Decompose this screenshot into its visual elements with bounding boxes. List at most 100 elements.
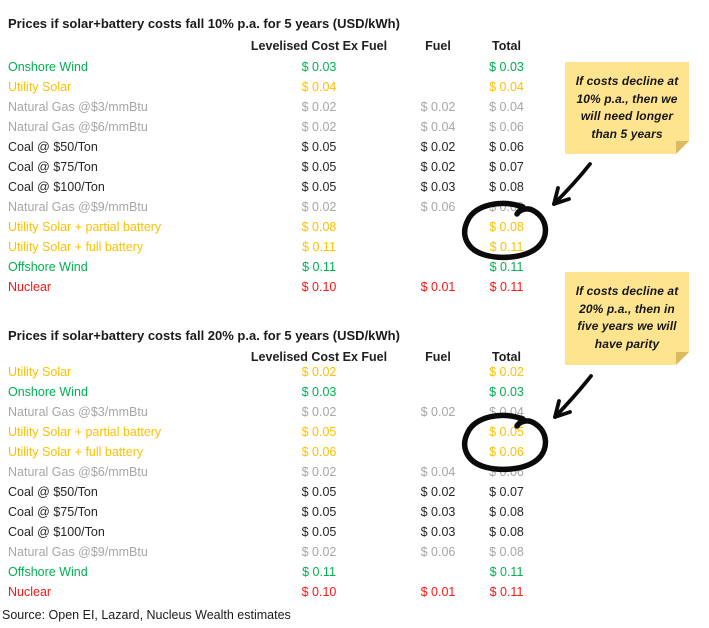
row-label: Nuclear [8, 585, 52, 599]
lcoe-value: $ 0.11 [302, 260, 336, 274]
table-row: Natural Gas @$6/mmBtu $ 0.02 $ 0.04 $ 0.06 [0, 117, 560, 137]
table-row: Coal @ $50/Ton $ 0.05 $ 0.02 $ 0.07 [0, 482, 560, 502]
header-fuel: Fuel [425, 350, 451, 364]
fuel-value: $ 0.03 [420, 180, 456, 194]
table-row: Utility Solar + partial battery $ 0.05 $ 0… [0, 422, 560, 442]
table-row: Coal @ $75/Ton $ 0.05 $ 0.03 $ 0.08 [0, 502, 560, 522]
total-value: $ 0.11 [489, 280, 524, 294]
lcoe-value: $ 0.02 [301, 120, 337, 134]
row-label: Coal @ $75/Ton [8, 160, 98, 174]
total-value: $ 0.08 [489, 200, 524, 214]
row-label: Nuclear [8, 280, 52, 294]
table-title: Prices if solar+battery costs fall 20% p… [8, 328, 400, 343]
lcoe-value: $ 0.11 [302, 240, 336, 254]
total-value: $ 0.06 [489, 140, 524, 154]
row-label: Utility Solar + full battery [8, 445, 144, 459]
table-row: Offshore Wind $ 0.11 $ 0.11 [0, 562, 560, 582]
row-label: Utility Solar + partial battery [8, 425, 162, 439]
total-value: $ 0.05 [489, 425, 524, 439]
lcoe-value: $ 0.05 [301, 505, 337, 519]
total-value: $ 0.06 [489, 120, 524, 134]
table-header: Levelised Cost Ex Fuel Fuel Total [0, 347, 560, 367]
header-fuel: Fuel [425, 39, 451, 53]
row-label: Onshore Wind [8, 385, 88, 399]
lcoe-value: $ 0.05 [301, 485, 337, 499]
fuel-value: $ 0.04 [420, 465, 456, 479]
lcoe-value: $ 0.02 [301, 465, 337, 479]
total-value: $ 0.06 [489, 445, 524, 459]
lcoe-value: $ 0.02 [301, 545, 337, 559]
total-value: $ 0.11 [489, 260, 524, 274]
table-row: Utility Solar + full battery $ 0.11 $ 0.11 [0, 237, 560, 257]
fuel-value: $ 0.06 [420, 545, 456, 559]
row-label: Utility Solar [8, 80, 72, 94]
table-body: Utility Solar $ 0.02 $ 0.02 Onshore Wind $ 0… [0, 362, 560, 602]
total-value: $ 0.04 [489, 100, 524, 114]
row-label: Coal @ $100/Ton [8, 180, 105, 194]
fuel-value: $ 0.02 [420, 485, 456, 499]
row-label: Natural Gas @$6/mmBtu [8, 465, 148, 479]
hand-drawn-arrow-icon [553, 374, 593, 419]
row-label: Utility Solar + partial battery [8, 220, 162, 234]
total-value: $ 0.04 [489, 80, 524, 94]
total-value: $ 0.07 [489, 160, 524, 174]
table-row: Onshore Wind $ 0.03 $ 0.03 [0, 382, 560, 402]
fuel-value: $ 0.03 [420, 505, 456, 519]
row-label: Coal @ $50/Ton [8, 485, 98, 499]
table-row: Coal @ $100/Ton $ 0.05 $ 0.03 $ 0.08 [0, 522, 560, 542]
row-label: Onshore Wind [8, 60, 88, 74]
sticky-note-20pct: If costs decline at 20% p.a., then in fi… [565, 272, 689, 365]
row-label: Coal @ $50/Ton [8, 140, 98, 154]
lcoe-value: $ 0.05 [301, 525, 337, 539]
lcoe-value: $ 0.05 [301, 425, 337, 439]
total-value: $ 0.11 [489, 240, 524, 254]
row-label: Natural Gas @$6/mmBtu [8, 120, 148, 134]
total-value: $ 0.04 [489, 405, 524, 419]
fuel-value: $ 0.02 [420, 140, 456, 154]
row-label: Natural Gas @$9/mmBtu [8, 200, 148, 214]
fuel-value: $ 0.03 [420, 525, 456, 539]
sticky-note-fold [676, 352, 689, 365]
table-row: Coal @ $100/Ton $ 0.05 $ 0.03 $ 0.08 [0, 177, 560, 197]
total-value: $ 0.07 [489, 485, 524, 499]
fuel-value: $ 0.02 [420, 160, 456, 174]
table-header: Levelised Cost Ex Fuel Fuel Total [0, 36, 560, 56]
total-value: $ 0.08 [489, 545, 524, 559]
header-levelised-cost: Levelised Cost Ex Fuel [250, 350, 388, 364]
total-value: $ 0.08 [489, 220, 524, 234]
sticky-note-fold [676, 141, 689, 154]
table-row: Nuclear $ 0.10 $ 0.01 $ 0.11 [0, 582, 560, 602]
total-value: $ 0.03 [489, 60, 524, 74]
fuel-value: $ 0.02 [420, 405, 456, 419]
table-body: Onshore Wind $ 0.03 $ 0.03 Utility Solar $ 0… [0, 57, 560, 297]
lcoe-value: $ 0.02 [301, 200, 337, 214]
row-label: Natural Gas @$3/mmBtu [8, 100, 148, 114]
total-value: $ 0.11 [489, 565, 524, 579]
table-row: Onshore Wind $ 0.03 $ 0.03 [0, 57, 560, 77]
fuel-value: $ 0.01 [420, 585, 456, 599]
table-row: Natural Gas @$3/mmBtu $ 0.02 $ 0.02 $ 0.04 [0, 402, 560, 422]
fuel-value: $ 0.04 [420, 120, 456, 134]
table-row: Utility Solar $ 0.02 $ 0.02 [0, 362, 560, 382]
total-value: $ 0.03 [489, 385, 524, 399]
total-value: $ 0.08 [489, 525, 524, 539]
row-label: Coal @ $75/Ton [8, 505, 98, 519]
total-value: $ 0.08 [489, 180, 524, 194]
table-row: Natural Gas @$6/mmBtu $ 0.02 $ 0.04 $ 0.06 [0, 462, 560, 482]
table-row: Utility Solar $ 0.04 $ 0.04 [0, 77, 560, 97]
row-label: Coal @ $100/Ton [8, 525, 105, 539]
table-row: Utility Solar + partial battery $ 0.08 $ 0… [0, 217, 560, 237]
table-row: Utility Solar + full battery $ 0.06 $ 0.06 [0, 442, 560, 462]
lcoe-value: $ 0.10 [301, 280, 337, 294]
lcoe-value: $ 0.02 [301, 365, 337, 379]
row-label: Natural Gas @$3/mmBtu [8, 405, 148, 419]
header-levelised-cost: Levelised Cost Ex Fuel [250, 39, 388, 53]
lcoe-value: $ 0.08 [301, 220, 337, 234]
header-total: Total [492, 350, 521, 364]
source-attribution: Source: Open EI, Lazard, Nucleus Wealth … [2, 608, 291, 622]
row-label: Offshore Wind [8, 260, 88, 274]
lcoe-value: $ 0.02 [301, 100, 337, 114]
lcoe-value: $ 0.05 [301, 180, 337, 194]
table-row: Coal @ $75/Ton $ 0.05 $ 0.02 $ 0.07 [0, 157, 560, 177]
